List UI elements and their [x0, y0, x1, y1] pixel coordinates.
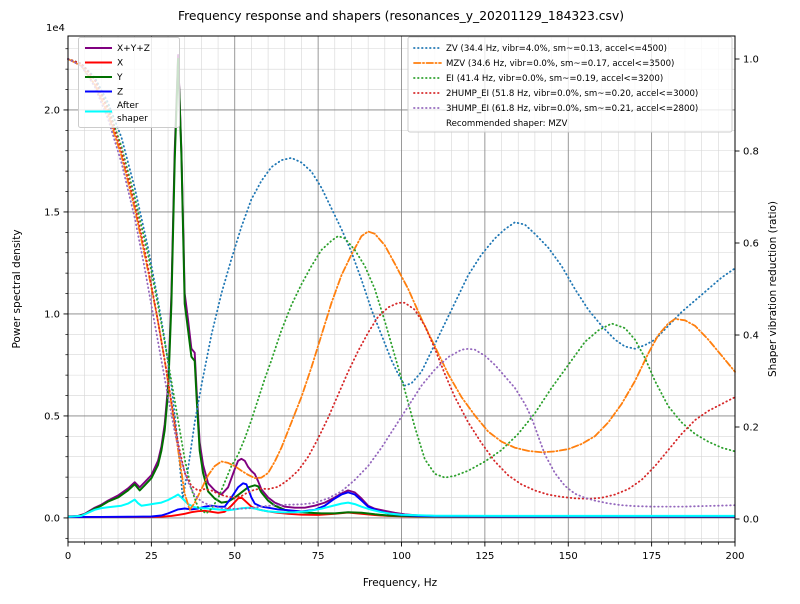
axis-ticks: [63, 48, 740, 547]
x-tick-label: 0: [65, 551, 71, 562]
x-tick-label: 25: [145, 551, 158, 562]
series-3HUMP_EI: [67, 58, 736, 510]
y-left-tick-label: 2.0: [44, 105, 60, 116]
x-tick-label: 200: [725, 551, 744, 562]
x-tick-label: 100: [392, 551, 411, 562]
y-left-axis-label: Power spectral density: [11, 229, 23, 348]
y-right-tick-label: 0.0: [743, 515, 759, 526]
legend-recommended-shaper: Recommended shaper: MZV: [446, 119, 568, 129]
psd-legend: X+Y+Z XYZ After shaper: [78, 37, 180, 128]
y-axis-offset-label: 1e4: [46, 23, 65, 34]
x-axis-label: Frequency, Hz: [363, 577, 438, 589]
series-2HUMP_EI: [67, 58, 736, 500]
y-right-tick-label: 0.8: [743, 147, 759, 158]
psd-legend-box: [78, 37, 180, 128]
legend-label-after: After: [117, 101, 139, 111]
y-left-tick-label: 0.0: [44, 513, 60, 524]
x-tick-label: 50: [228, 551, 241, 562]
shaper-series-group: [67, 58, 736, 515]
y-right-tick-label: 0.2: [743, 423, 759, 434]
legend-label-X: X: [117, 59, 123, 69]
series-MZV: [67, 58, 736, 511]
y-right-tick-label: 0.6: [743, 239, 759, 250]
y-left-tick-label: 1.5: [44, 207, 60, 218]
axis-tick-labels: 0 25 50 75 100 125 150 175 200 0.0 0.5 1.0 1.5 2.0 0.0…: [44, 55, 759, 563]
x-tick-label: 125: [475, 551, 494, 562]
y-right-tick-label: 1.0: [743, 55, 759, 66]
series-EI: [67, 58, 736, 515]
y-left-tick-label: 0.5: [44, 411, 60, 422]
series-ZV: [67, 58, 736, 500]
x-tick-label: 150: [559, 551, 578, 562]
shapers-legend: ZV (34.4 Hz, vibr=4.0%, sm~=0.13, accel<…: [407, 36, 733, 133]
y-right-axis-label: Shaper vibration reduction (ratio): [767, 201, 779, 377]
legend-label-EI: EI (41.4 Hz, vibr=0.0%, sm~=0.19, accel<…: [446, 74, 663, 84]
legend-label-ZV: ZV (34.4 Hz, vibr=4.0%, sm~=0.13, accel<…: [446, 44, 667, 54]
legend-label-3HUMP_EI: 3HUMP_EI (61.8 Hz, vibr=0.0%, sm~=0.21, …: [446, 104, 698, 114]
shapers-legend-box: [407, 36, 733, 133]
legend-label-shaper: shaper: [117, 114, 148, 124]
y-right-tick-label: 0.4: [743, 331, 759, 342]
x-tick-label: 75: [312, 551, 325, 562]
y-left-tick-label: 1.0: [44, 309, 60, 320]
legend-label-MZV: MZV (34.6 Hz, vibr=0.0%, sm~=0.17, accel…: [446, 59, 674, 69]
series-After-shaper: [67, 493, 735, 518]
legend-label-2HUMP_EI: 2HUMP_EI (51.8 Hz, vibr=0.0%, sm~=0.20, …: [446, 89, 698, 99]
x-tick-label: 175: [642, 551, 661, 562]
chart-title: Frequency response and shapers (resonanc…: [178, 9, 624, 23]
legend-label-Y: Y: [116, 73, 123, 83]
legend-label-X+Y+Z: X+Y+Z: [117, 44, 150, 54]
legend-label-Z: Z: [117, 88, 123, 98]
